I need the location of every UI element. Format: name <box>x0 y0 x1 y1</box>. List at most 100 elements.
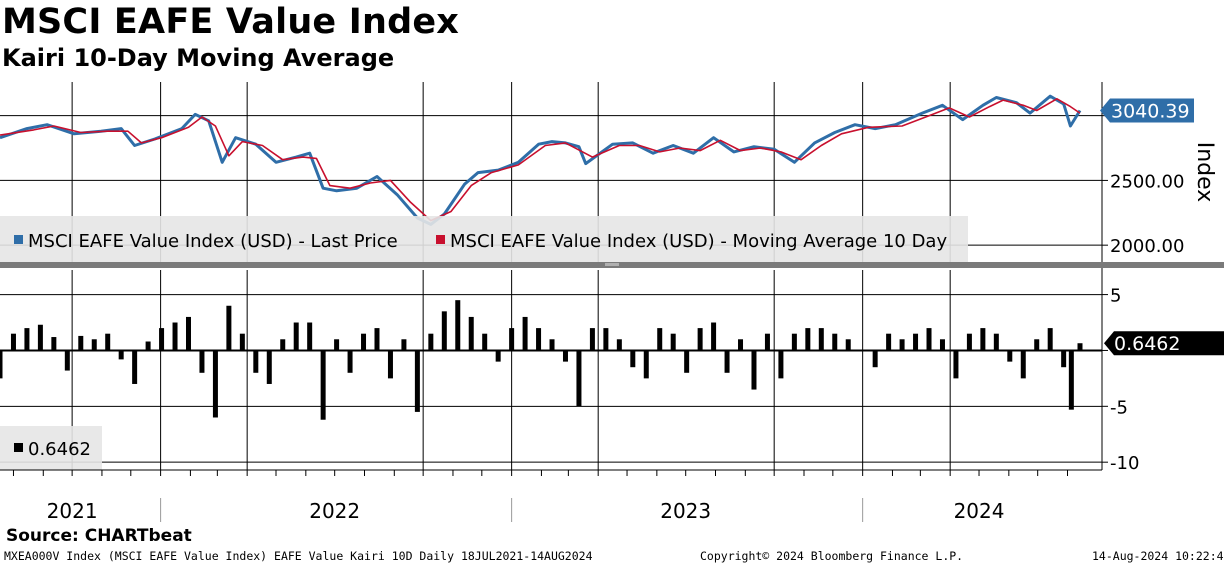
kairi-bar <box>37 324 43 351</box>
kairi-bar <box>159 328 165 351</box>
kairi-bar <box>724 350 730 373</box>
kairi-bar <box>589 328 595 351</box>
kairi-bar <box>428 333 434 351</box>
kairi-bar <box>764 333 770 351</box>
kairi-bar <box>105 333 111 351</box>
kairi-bar <box>199 350 205 373</box>
chart-title: MSCI EAFE Value Index <box>2 2 460 42</box>
kairi-bar <box>24 328 30 351</box>
kairi-bar <box>1077 343 1083 351</box>
x-year-label: 2022 <box>309 499 360 523</box>
kairi-bar <box>387 350 393 379</box>
kairi-bar <box>334 339 340 351</box>
kairi-value-box <box>1104 331 1224 356</box>
copyright: Copyright© 2024 Bloomberg Finance L.P. <box>700 549 964 563</box>
kairi-bar <box>926 328 932 351</box>
kairi-bar <box>993 333 999 351</box>
bottom-ytick-label: -10 <box>1110 453 1139 474</box>
kairi-bar <box>913 333 919 351</box>
kairi-bar <box>320 350 326 420</box>
kairi-bar <box>791 333 797 351</box>
kairi-bar <box>0 350 3 379</box>
kairi-bar <box>562 350 568 362</box>
kairi-bar <box>711 322 717 351</box>
moving-average-line <box>0 98 1081 222</box>
bottom-ytick-label: -5 <box>1110 397 1128 418</box>
kairi-bar <box>684 350 690 373</box>
kairi-bar <box>266 350 272 384</box>
kairi-bar <box>886 333 892 351</box>
legend-value-kairi: 0.6462 <box>28 439 91 460</box>
kairi-bar <box>64 350 70 371</box>
kairi-bar <box>778 350 784 379</box>
kairi-bar <box>495 350 501 362</box>
source-label: Source: CHARTbeat <box>6 526 192 546</box>
legend-label-last-price: MSCI EAFE Value Index (USD) - Last Price <box>28 231 398 252</box>
kairi-bar <box>212 350 218 418</box>
kairi-bar <box>280 339 286 351</box>
kairi-bar <box>818 328 824 351</box>
kairi-bar <box>576 350 582 407</box>
kairi-bar <box>980 328 986 351</box>
kairi-bar <box>185 316 191 351</box>
top-ytick-label: 2000.00 <box>1110 236 1184 257</box>
kairi-bar <box>482 333 488 351</box>
kairi-bar <box>616 339 622 351</box>
kairi-bar <box>872 350 878 368</box>
kairi-bar <box>603 328 609 351</box>
x-year-label: 2023 <box>660 499 711 523</box>
kairi-bar <box>953 350 959 379</box>
kairi-bar <box>1020 350 1026 379</box>
kairi-bar <box>1061 350 1067 368</box>
kairi-bar <box>751 350 757 390</box>
kairi-bar <box>549 339 555 351</box>
kairi-bar <box>239 333 245 351</box>
kairi-bar <box>899 339 905 351</box>
top-ylabel: Index <box>1192 142 1217 203</box>
kairi-bar <box>401 339 407 351</box>
kairi-bar <box>468 316 474 351</box>
kairi-bar <box>414 350 420 412</box>
top-ytick-label: 2500.00 <box>1110 171 1184 192</box>
legend-swatch-moving-average <box>436 235 445 244</box>
kairi-bar <box>657 328 663 351</box>
kairi-bar <box>845 339 851 351</box>
kairi-bar <box>226 305 232 351</box>
kairi-bar <box>455 300 461 351</box>
kairi-value-label: 0.6462 <box>1114 333 1180 355</box>
kairi-bar <box>1007 350 1013 362</box>
kairi-bar <box>522 316 528 351</box>
kairi-bar <box>145 341 151 351</box>
kairi-bar <box>1068 350 1074 410</box>
chart-subtitle: Kairi 10-Day Moving Average <box>2 44 395 72</box>
legend-swatch-kairi <box>14 443 23 452</box>
kairi-bar <box>805 328 811 351</box>
kairi-bar <box>832 333 838 351</box>
x-year-label: 2021 <box>47 499 98 523</box>
timestamp: 14-Aug-2024 10:22:41 <box>1092 549 1224 563</box>
kairi-bar <box>374 328 380 351</box>
panel-separator-grip <box>605 263 619 266</box>
kairi-bar <box>253 350 259 373</box>
kairi-bar <box>536 328 542 351</box>
kairi-bar <box>10 333 16 351</box>
ticker-line: MXEA000V Index (MSCI EAFE Value Index) E… <box>4 549 593 563</box>
kairi-bar <box>51 337 57 351</box>
kairi-bar <box>670 333 676 351</box>
kairi-bar <box>91 339 97 351</box>
kairi-bar <box>643 350 649 379</box>
last-price-value-label: 3040.39 <box>1111 100 1190 122</box>
legend-label-moving-average: MSCI EAFE Value Index (USD) - Moving Ave… <box>450 231 947 252</box>
kairi-bar <box>1034 339 1040 351</box>
top-legend-box <box>0 216 968 262</box>
kairi-bar <box>307 322 313 351</box>
kairi-bar <box>78 335 84 351</box>
kairi-bar <box>293 322 299 351</box>
last-price-value-box <box>1100 98 1194 123</box>
kairi-bar <box>118 350 124 360</box>
kairi-bar <box>347 350 353 373</box>
kairi-bar <box>361 333 367 351</box>
kairi-bar <box>1047 328 1053 351</box>
kairi-bar <box>509 328 515 351</box>
